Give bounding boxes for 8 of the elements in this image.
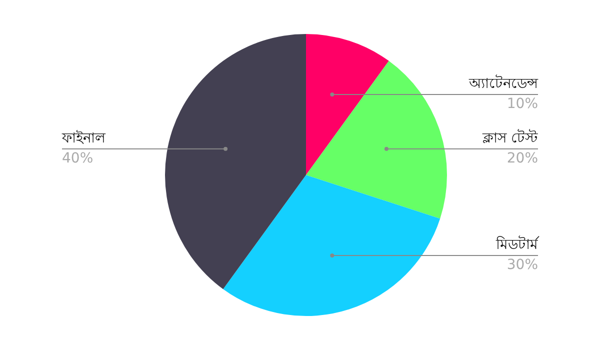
slice-label: মিডটার্ম [495,236,540,254]
data-label: 40% [62,150,94,166]
slice-label: ফাইনাল [61,130,106,146]
data-label: 30% [506,257,538,274]
slice-label: অ্যাটেনডেন্স [468,75,539,92]
slice-label: ক্লাস টেস্ট [482,130,538,146]
data-label: 20% [506,150,538,166]
data-label: 10% [506,96,538,112]
